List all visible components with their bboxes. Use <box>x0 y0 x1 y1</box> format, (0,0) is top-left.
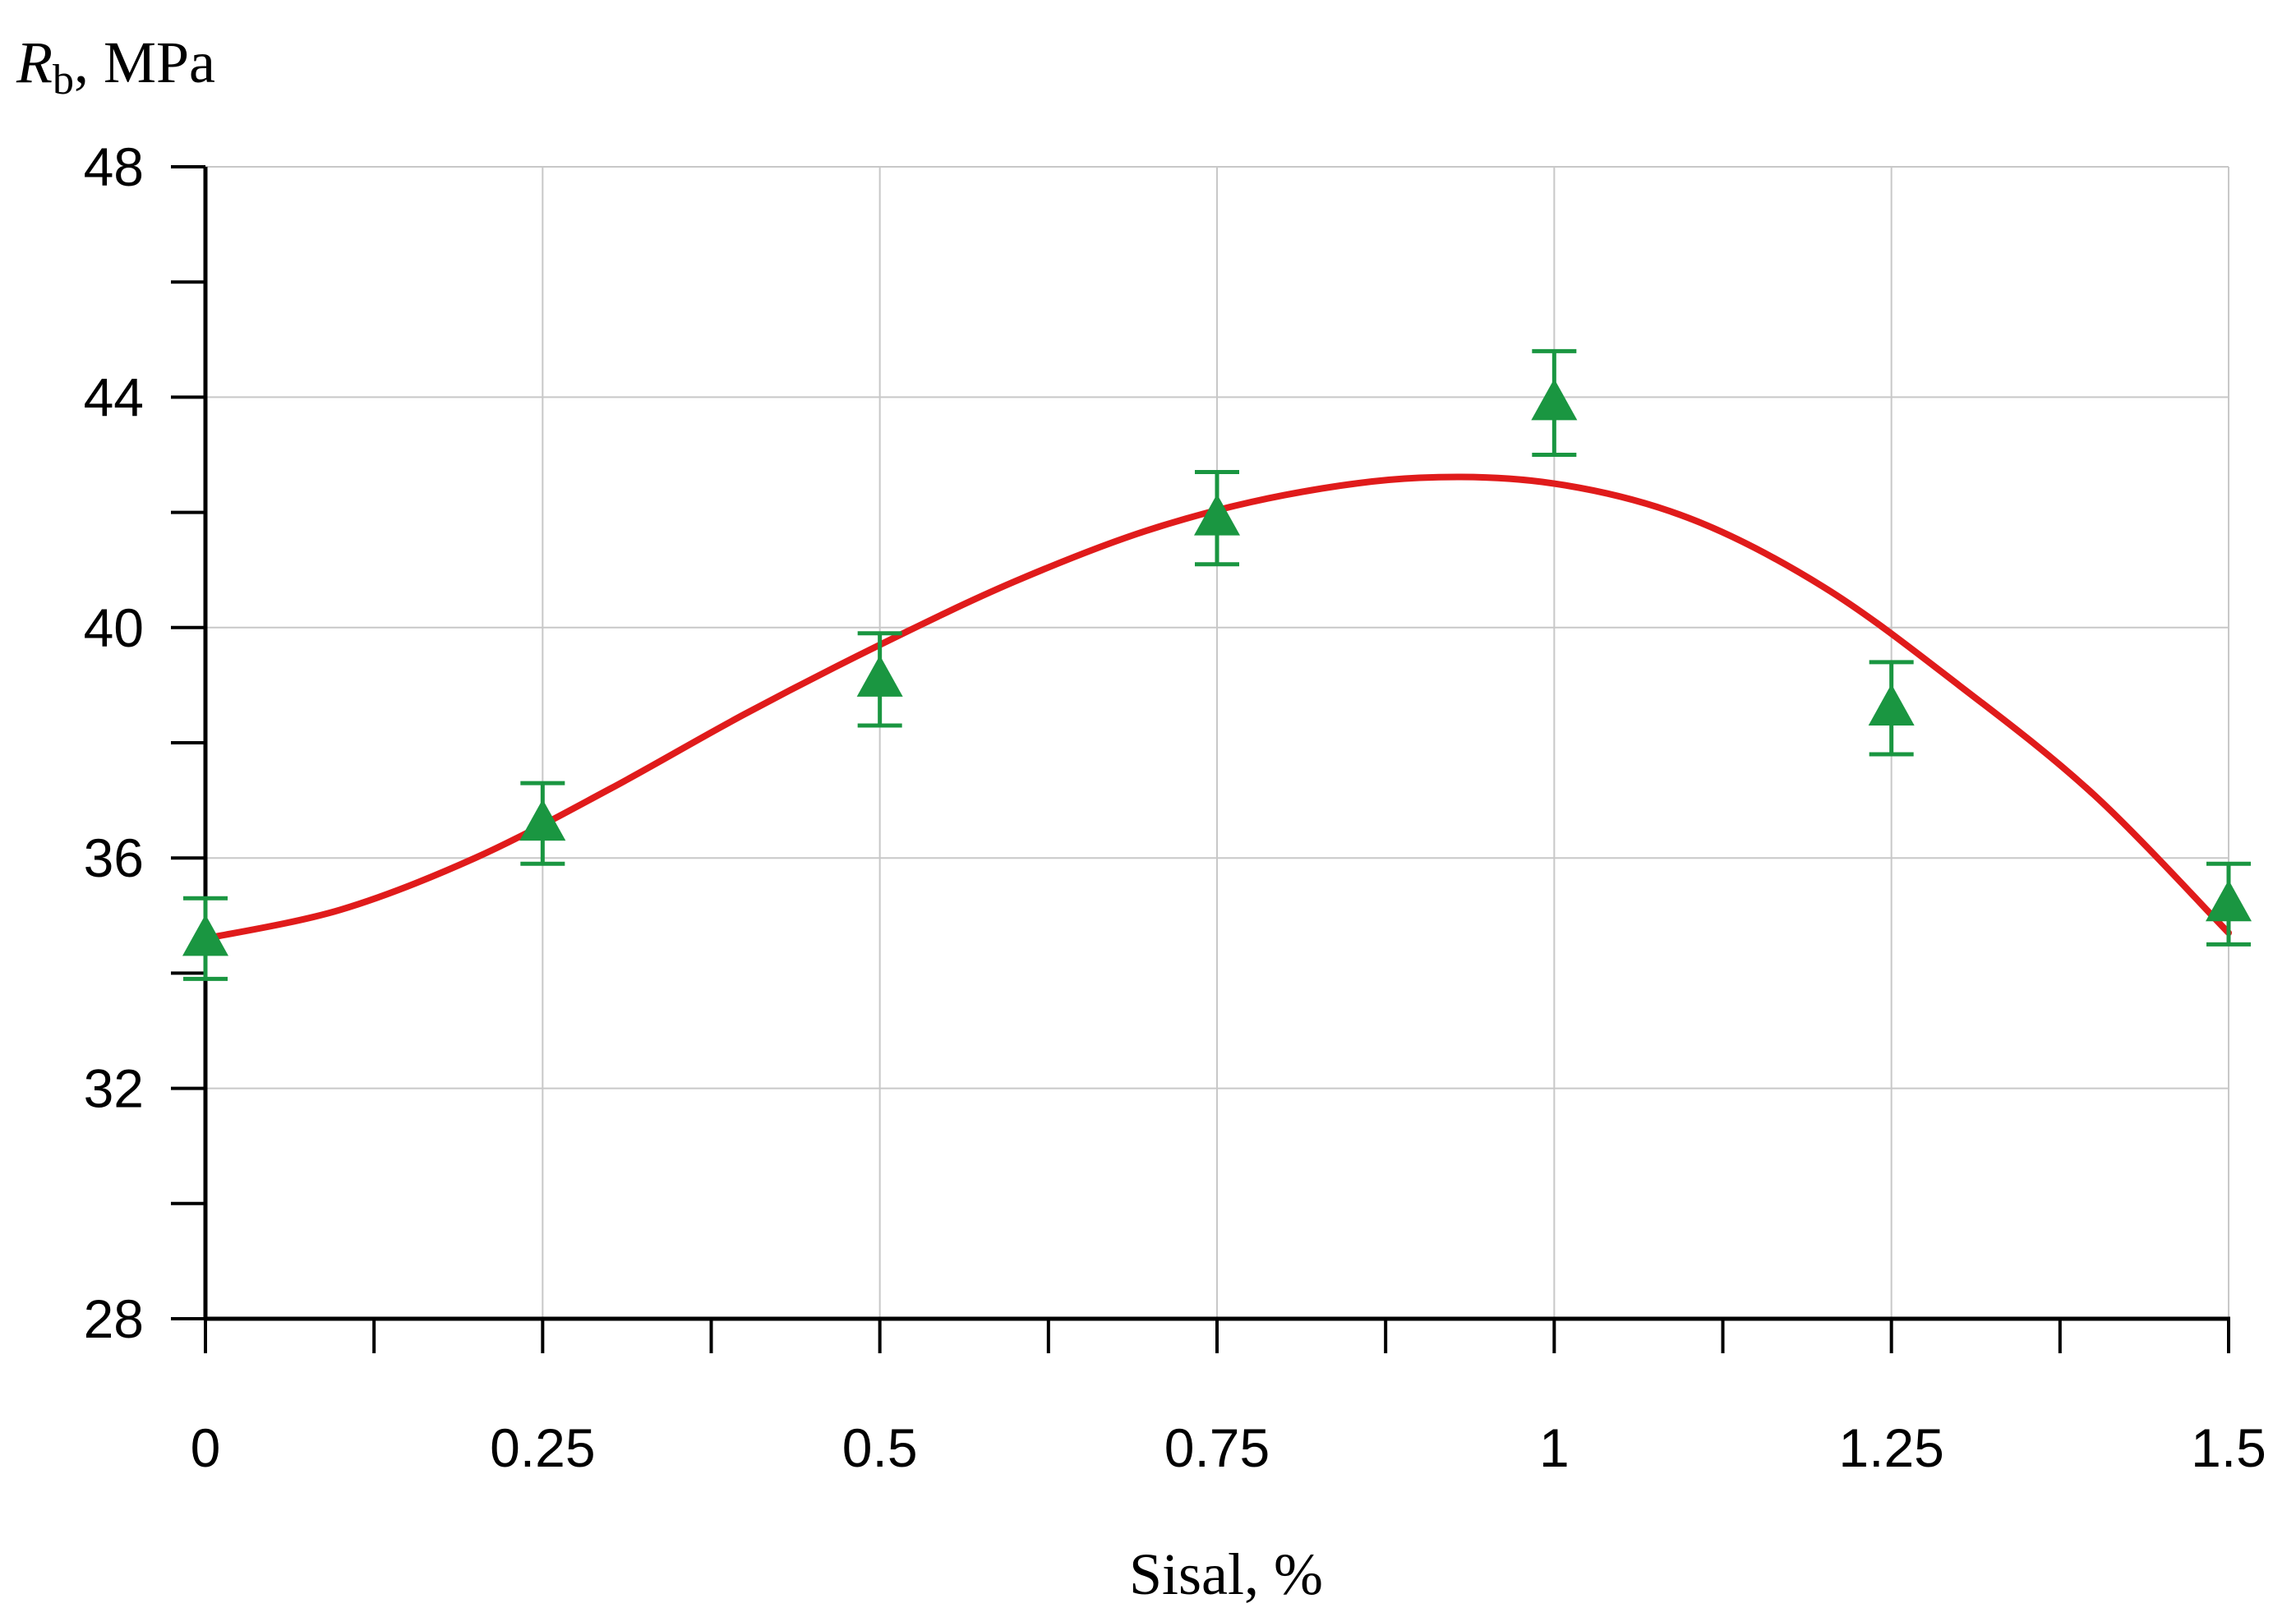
x-axis-title: Sisal, % <box>1129 1541 1323 1607</box>
tick-labels: 28 32 36 40 44 48 0 0.25 0.5 0.75 1 1.25 1.5 <box>84 136 2266 1478</box>
y-tick-label: 36 <box>84 827 144 888</box>
fit-curve <box>202 473 2232 942</box>
y-tick-label: 48 <box>84 136 144 197</box>
data-points-layer <box>182 348 2252 981</box>
axes-layer <box>171 165 2230 1353</box>
x-tick-label: 1.25 <box>1838 1417 1943 1478</box>
data-point-triangle <box>182 914 228 956</box>
grid-layer <box>205 166 2229 1319</box>
x-tick-label: 0.75 <box>1164 1417 1270 1478</box>
y-axis-title-unit: , MPa <box>74 30 215 95</box>
y-tick-label: 44 <box>84 366 144 427</box>
fit-curve-layer <box>202 473 2232 942</box>
x-tick-label: 0.25 <box>490 1417 595 1478</box>
data-point-triangle <box>1868 684 1915 726</box>
data-point-triangle <box>1531 379 1578 421</box>
y-axis-title: Rb, MPa <box>16 30 215 104</box>
data-point-triangle <box>2206 879 2252 922</box>
x-tick-label: 0.5 <box>842 1417 918 1478</box>
x-tick-label: 1 <box>1539 1417 1570 1478</box>
x-tick-label: 0 <box>191 1417 221 1478</box>
data-point-triangle <box>856 655 903 697</box>
data-point-triangle <box>1194 494 1240 536</box>
y-tick-label: 28 <box>84 1288 144 1349</box>
data-point-triangle <box>519 799 566 841</box>
y-axis-title-symbol: R <box>16 30 53 95</box>
x-tick-label: 1.5 <box>2191 1417 2266 1478</box>
y-tick-label: 40 <box>84 597 144 658</box>
y-axis-title-subscript: b <box>53 57 74 104</box>
y-tick-label: 32 <box>84 1058 144 1119</box>
